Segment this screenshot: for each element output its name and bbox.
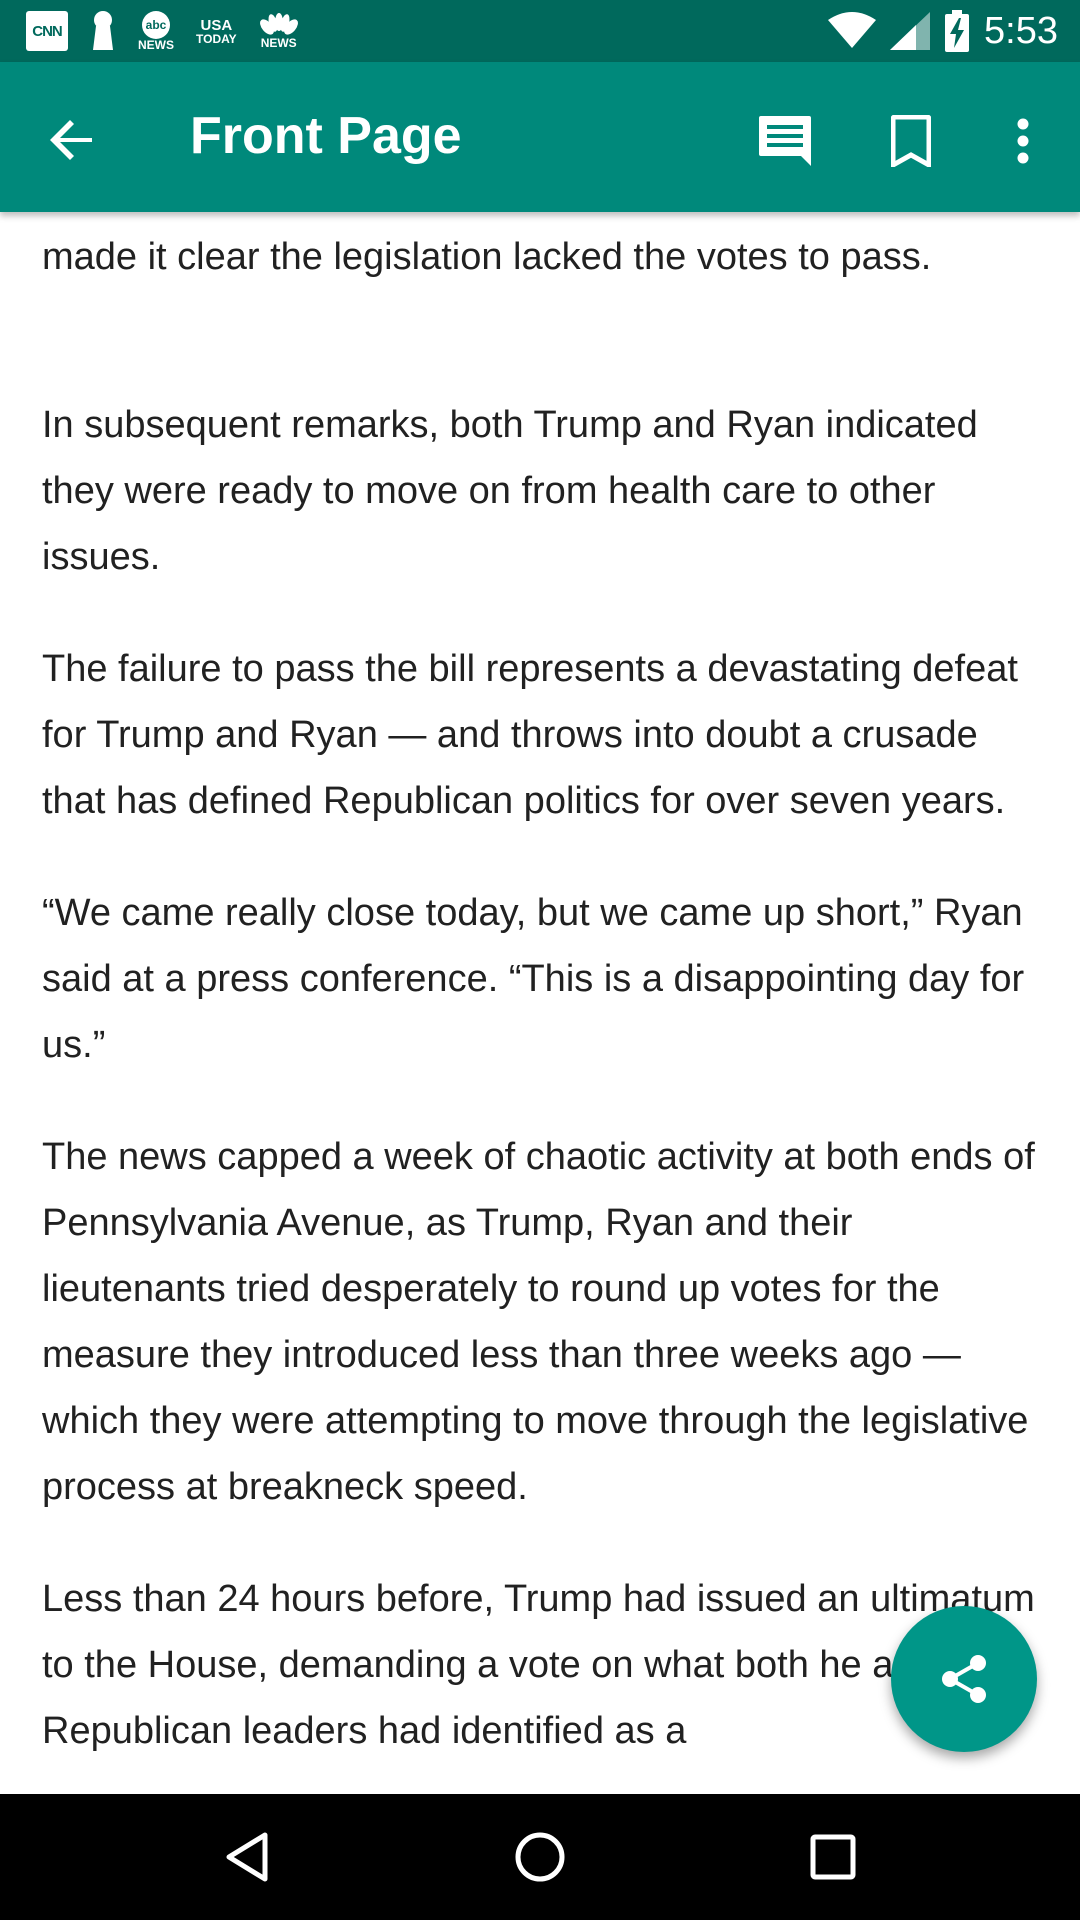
- recents-square-icon: [810, 1834, 856, 1880]
- nbc-news-icon: NEWS: [259, 10, 299, 52]
- cnn-icon: CNN: [26, 11, 68, 51]
- bookmark-icon: [891, 115, 931, 167]
- usa-today-icon: USA TODAY: [196, 10, 237, 52]
- battery-charging-icon: [945, 10, 970, 52]
- cnn-label: CNN: [32, 22, 62, 40]
- nav-recents-button[interactable]: [788, 1812, 878, 1902]
- bookmark-button[interactable]: [876, 106, 946, 176]
- article-paragraph: “We came really close today, but we came…: [42, 892, 1025, 1066]
- share-icon: [942, 1655, 986, 1703]
- article-paragraph: The failure to pass the bill represents …: [42, 648, 1018, 822]
- navigation-bar: [0, 1794, 1080, 1920]
- today-label: TODAY: [196, 31, 237, 46]
- status-bar: CNN abc NEWS USA TODAY NEWS: [0, 0, 1080, 62]
- abc-news-icon: abc NEWS: [138, 10, 174, 52]
- share-button[interactable]: [891, 1606, 1037, 1752]
- page-title: Front Page: [190, 107, 462, 165]
- notification-icons: CNN abc NEWS USA TODAY NEWS: [26, 10, 299, 52]
- nbc-news-label: NEWS: [260, 36, 297, 50]
- abc-label: abc: [142, 11, 170, 39]
- nav-home-button[interactable]: [495, 1812, 585, 1902]
- arrow-back-icon: [50, 120, 92, 160]
- article-paragraph: The news capped a week of chaotic activi…: [42, 1136, 1035, 1508]
- wifi-icon: [828, 12, 877, 48]
- system-status: 5:53: [828, 10, 1058, 53]
- back-triangle-icon: [226, 1832, 268, 1882]
- home-circle-icon: [515, 1832, 565, 1882]
- more-vert-icon: [1017, 118, 1029, 164]
- status-time: 5:53: [984, 9, 1058, 52]
- usa-label: USA: [200, 16, 233, 34]
- more-options-button[interactable]: [988, 106, 1058, 176]
- nav-back-button[interactable]: [202, 1812, 292, 1902]
- signal-icon: [890, 12, 931, 50]
- peacock-icon: [259, 13, 298, 35]
- comments-button[interactable]: [750, 106, 820, 176]
- app-bar: Front Page: [0, 62, 1080, 212]
- back-button[interactable]: [44, 112, 100, 168]
- article-paragraph: made it clear the legislation lacked the…: [42, 236, 932, 278]
- keyhole-icon: [90, 10, 116, 52]
- article-paragraph: Less than 24 hours before, Trump had iss…: [42, 1578, 1035, 1752]
- article-body[interactable]: made it clear the legislation lacked the…: [42, 212, 1042, 1794]
- comments-icon: [759, 116, 811, 166]
- article-paragraph: In subsequent remarks, both Trump and Ry…: [42, 404, 978, 578]
- abc-news-label: NEWS: [138, 38, 174, 52]
